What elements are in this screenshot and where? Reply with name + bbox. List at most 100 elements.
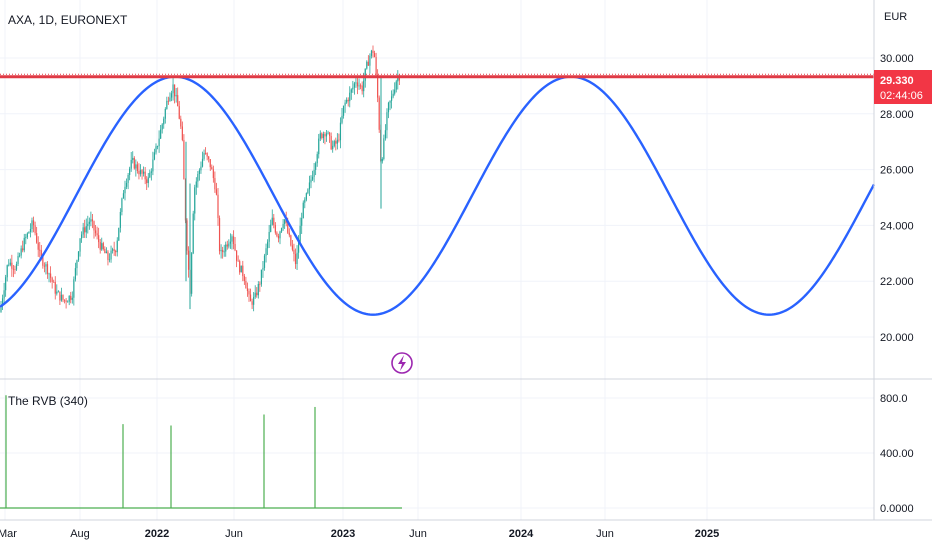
candle-body [194, 187, 196, 214]
candle-body [276, 232, 278, 237]
candle-body [246, 288, 249, 292]
candle-body [321, 133, 323, 139]
candle-body [57, 291, 59, 293]
candle-body [48, 273, 50, 275]
candle-body [36, 233, 38, 243]
candle-body [118, 227, 120, 241]
candle-body [139, 170, 142, 175]
price-tick-label: 28.000 [880, 109, 914, 121]
candle-body [339, 122, 342, 141]
candle-body [201, 158, 204, 167]
candle-body [1, 298, 4, 306]
candle-body [164, 108, 166, 119]
price-axis[interactable]: 30.000 28.000 26.000 24.000 22.000 20.000 [880, 53, 914, 344]
candle-body [152, 159, 154, 172]
candle-body [8, 264, 10, 266]
candle-body [271, 217, 273, 225]
time-tick-label: 2023 [331, 528, 355, 540]
candle-body [124, 186, 126, 194]
candle-body [42, 255, 44, 266]
candle-body [6, 265, 8, 278]
candle-body [60, 294, 63, 301]
candle-body [277, 236, 280, 239]
candle-body [370, 50, 373, 56]
candle-body [280, 228, 283, 232]
price-tick-label: 22.000 [880, 276, 914, 288]
candle-body [77, 251, 80, 261]
candle-body [110, 250, 112, 260]
candle-body [40, 250, 42, 256]
candle-body [298, 242, 300, 253]
candle-body [17, 256, 19, 265]
candle-body [28, 231, 30, 234]
candle-body [394, 89, 396, 94]
candle-body [31, 220, 33, 230]
candle-body [225, 244, 227, 252]
candle-body [143, 171, 145, 174]
candle-body [260, 269, 262, 285]
candle-body [327, 132, 329, 134]
candle-body [308, 182, 311, 190]
candle-body [226, 244, 228, 247]
candle-body [149, 172, 151, 178]
flash-icon[interactable] [391, 352, 413, 374]
candle-body [284, 219, 286, 224]
candle-body [107, 251, 109, 260]
candle-body [174, 84, 176, 97]
candle-body [200, 166, 202, 171]
candle-body [115, 251, 117, 253]
candle-body [205, 152, 207, 154]
candle-body [67, 301, 69, 303]
candle-body [389, 100, 391, 103]
candle-body [358, 85, 360, 87]
candle-body [94, 230, 97, 234]
candle-body [222, 250, 224, 252]
candle-body [141, 170, 143, 174]
candle-body [350, 89, 352, 93]
candle-body [293, 249, 295, 255]
candle-body [127, 174, 129, 183]
time-tick-label: 2025 [695, 528, 719, 540]
candle-body [195, 181, 197, 188]
candle-body [215, 189, 218, 195]
candle-body [344, 102, 346, 106]
candle-body [302, 202, 304, 219]
candle-body [208, 156, 210, 160]
candle-body [12, 268, 14, 270]
candle-body [273, 217, 275, 226]
candle-body [349, 92, 351, 102]
candle-body [183, 140, 185, 180]
lightning-bolt-icon [398, 355, 406, 371]
candle-body [353, 83, 355, 88]
candle-body [3, 290, 5, 299]
candle-body [175, 95, 177, 97]
candle-body [211, 167, 213, 170]
price-tag-countdown: 02:44:06 [880, 90, 923, 102]
candle-body [184, 179, 187, 221]
candle-body [220, 250, 222, 252]
candle-body [313, 169, 315, 177]
candle-body [191, 253, 193, 294]
candle-body [32, 220, 35, 226]
candle-body [301, 218, 303, 226]
candle-body [15, 264, 18, 270]
time-tick-label: Jun [225, 528, 243, 540]
candle-body [104, 248, 106, 254]
candle-body [386, 112, 388, 131]
candle-body [113, 249, 115, 252]
candle-body [93, 221, 95, 231]
candle-body [71, 297, 73, 300]
candle-body [319, 133, 321, 139]
candle-body [325, 133, 328, 137]
candle-body [294, 254, 297, 265]
time-axis[interactable]: Mar Aug 2022 Jun 2023 Jun 2024 Jun 2025 [0, 528, 719, 540]
time-tick-label: 2022 [145, 528, 169, 540]
candle-body [342, 105, 345, 116]
candle-body [299, 225, 301, 243]
candle-body [178, 106, 180, 119]
indicator-axis[interactable]: 800.0 400.00 0.0000 [880, 393, 914, 515]
candle-body [65, 300, 67, 302]
candle-body [197, 174, 199, 182]
candle-body [9, 262, 11, 265]
